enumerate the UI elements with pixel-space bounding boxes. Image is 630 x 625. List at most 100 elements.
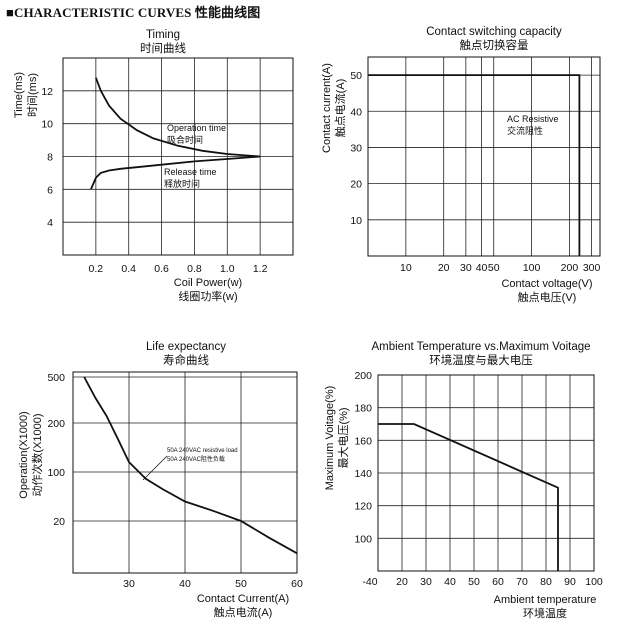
life-x-label: Contact Current(A) — [197, 593, 289, 605]
ambient-x-tick-label: 100 — [585, 576, 603, 588]
release-time-label-cn: 释放时间 — [164, 178, 200, 189]
ambient-temperature-chart: Ambient Temperature vs.Maximum Voitage 环… — [324, 341, 603, 620]
switching-x-ticks: 10 20 30 40 50 100 200 300 — [400, 262, 600, 274]
switching-frame — [367, 56, 601, 257]
timing-y-ticks: 4 6 8 10 12 — [41, 86, 53, 229]
ambient-x-ticks: -40 20 30 40 50 60 70 80 90 100 — [362, 576, 603, 588]
life-y-tick-label: 100 — [47, 467, 65, 479]
release-time-curve — [90, 155, 261, 190]
switching-y-tick-label: 10 — [350, 215, 362, 227]
switching-subtitle: 触点切换容量 — [460, 38, 529, 52]
life-y-tick-label: 500 — [47, 372, 65, 384]
life-y-tick-label: 200 — [47, 418, 65, 430]
life-y-ticks: 20 100 200 500 — [47, 372, 65, 528]
page-header: ■CHARACTERISTIC CURVES 性能曲线图 — [6, 5, 261, 20]
switching-y-tick-label: 30 — [350, 142, 362, 154]
timing-title: Timing — [146, 29, 180, 41]
timing-y-tick-label: 8 — [47, 152, 53, 164]
ambient-title: Ambient Temperature vs.Maximum Voitage — [371, 341, 590, 353]
life-expectancy-chart: Life expectancy 寿命曲线 30 40 50 60 20 100 200 50… — [18, 341, 303, 619]
life-annotation-label: 50A 240VAC resistive load — [167, 448, 238, 454]
timing-y-tick-label: 6 — [47, 184, 53, 196]
switching-y-tick-label: 40 — [350, 106, 362, 118]
timing-x-label-cn: 线圈功率(w) — [178, 289, 237, 303]
ambient-x-tick-label: 50 — [468, 576, 480, 588]
ambient-y-label: Maximum Voitage(%) — [324, 386, 336, 491]
timing-y-tick-label: 4 — [47, 217, 53, 229]
life-frame — [72, 371, 298, 574]
ambient-x-tick-label: -40 — [362, 576, 377, 588]
switching-x-label-cn: 触点电压(V) — [518, 290, 577, 304]
switching-x-tick-label: 40 — [476, 262, 488, 274]
life-annotation-leader — [142, 455, 168, 481]
life-x-label-cn: 触点电流(A) — [214, 605, 273, 619]
ambient-x-tick-label: 90 — [564, 576, 576, 588]
ambient-x-tick-label: 70 — [516, 576, 528, 588]
life-annotation-label-cn: 50A 240VAC阻性负载 — [167, 455, 225, 463]
switching-x-tick-label: 100 — [523, 262, 541, 274]
timing-y-label: Time(ms) — [13, 72, 25, 118]
ambient-y-tick-label: 200 — [354, 370, 372, 382]
timing-x-tick-label: 0.4 — [121, 263, 136, 275]
life-subtitle: 寿命曲线 — [163, 353, 209, 367]
timing-grid — [63, 58, 293, 255]
life-expectancy-curve — [83, 376, 298, 555]
ambient-y-tick-label: 120 — [354, 501, 372, 513]
switching-x-tick-label: 20 — [438, 262, 450, 274]
ac-resistive-label: AC Resistive — [507, 114, 559, 124]
timing-x-ticks: 0.2 0.4 0.6 0.8 1.0 1.2 — [89, 263, 268, 275]
life-y-tick-label: 20 — [53, 516, 65, 528]
ambient-y-label-cn: 最大电压(%) — [336, 407, 350, 468]
ambient-x-tick-label: 20 — [396, 576, 408, 588]
switching-capacity-chart: Contact switching capacity 触点切换容量 10 20 30… — [321, 26, 601, 304]
timing-x-label: Coil Power(w) — [174, 277, 242, 289]
operation-time-label-cn: 吸合时间 — [167, 134, 203, 145]
ambient-x-tick-label: 60 — [492, 576, 504, 588]
life-title: Life expectancy — [146, 341, 226, 353]
switching-grid — [368, 57, 600, 256]
switching-x-label: Contact voltage(V) — [501, 278, 592, 290]
switching-x-tick-label: 30 — [460, 262, 472, 274]
ambient-y-tick-label: 180 — [354, 403, 372, 415]
timing-series — [90, 77, 261, 190]
switching-series — [368, 74, 581, 256]
timing-y-tick-label: 12 — [41, 86, 53, 98]
ambient-subtitle: 环境温度与最大电压 — [429, 353, 533, 367]
timing-x-tick-label: 1.2 — [253, 263, 268, 275]
ambient-series — [378, 423, 559, 571]
switching-y-label-cn: 触点电流(A) — [333, 79, 347, 138]
timing-frame — [62, 57, 294, 256]
life-x-tick-label: 30 — [123, 578, 135, 590]
life-y-label: Operation(X1000) — [18, 411, 30, 498]
ambient-y-tick-label: 100 — [354, 533, 372, 545]
life-x-tick-label: 50 — [235, 578, 247, 590]
switching-x-tick-label: 10 — [400, 262, 412, 274]
switching-x-tick-label: 50 — [488, 262, 500, 274]
timing-x-tick-label: 1.0 — [220, 263, 235, 275]
ambient-x-label-cn: 环境温度 — [523, 606, 567, 620]
life-x-ticks: 30 40 50 60 — [123, 578, 303, 590]
max-voltage-curve — [378, 423, 559, 571]
ambient-frame — [377, 374, 595, 572]
timing-chart: Timing 时间曲线 0.2 0.4 0.6 0.8 1.0 1.2 4 6 8 10 12 O… — [13, 29, 294, 303]
life-x-tick-label: 60 — [291, 578, 303, 590]
timing-x-tick-label: 0.6 — [154, 263, 169, 275]
timing-x-tick-label: 0.8 — [187, 263, 202, 275]
ac-resistive-capacity-line — [368, 74, 581, 256]
timing-y-tick-label: 10 — [41, 119, 53, 131]
switching-y-label: Contact current(A) — [321, 63, 333, 153]
ambient-x-tick-label: 80 — [540, 576, 552, 588]
timing-subtitle: 时间曲线 — [140, 41, 186, 55]
ambient-x-tick-label: 30 — [420, 576, 432, 588]
release-time-label: Release time — [164, 167, 217, 177]
switching-y-tick-label: 20 — [350, 179, 362, 191]
life-x-tick-label: 40 — [179, 578, 191, 590]
ambient-y-ticks: 100 120 140 160 180 200 — [354, 370, 372, 545]
timing-x-tick-label: 0.2 — [89, 263, 104, 275]
operation-time-curve — [95, 77, 261, 158]
life-y-label-cn: 动作次数(X1000) — [30, 413, 44, 496]
life-series — [83, 376, 298, 555]
ambient-x-label: Ambient temperature — [494, 594, 597, 606]
ambient-y-tick-label: 140 — [354, 468, 372, 480]
